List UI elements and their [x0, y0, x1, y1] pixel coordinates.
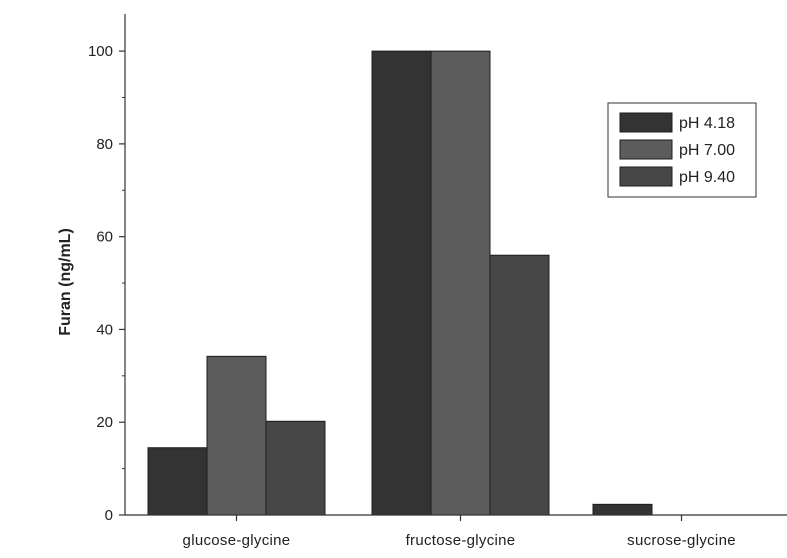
- x-categories-layer: glucose-glycine fructose-glycine sucrose-g…: [183, 515, 736, 549]
- legend: pH 4.18 pH 7.00 pH 9.40: [607, 102, 757, 198]
- legend-items: pH 4.18 pH 7.00 pH 9.40: [619, 112, 735, 187]
- y-tick-label: 40: [96, 321, 113, 338]
- y-tick-label: 100: [88, 43, 113, 60]
- x-category-label: sucrose-glycine: [627, 532, 736, 549]
- x-category-label: fructose-glycine: [406, 532, 516, 549]
- bar-1-1: [147, 447, 208, 516]
- legend-label-1: pH 4.18: [679, 115, 735, 132]
- y-tick-label: 0: [105, 507, 113, 524]
- legend-swatch-2: [619, 139, 673, 160]
- legend-label-2: pH 7.00: [679, 142, 735, 159]
- bar-2-1: [371, 50, 432, 516]
- bars-layer: [147, 50, 653, 516]
- y-ticks-layer: 0 20 40 60 80 100: [88, 43, 125, 524]
- y-tick-label: 60: [96, 229, 113, 246]
- legend-label-3: pH 9.40: [679, 169, 735, 186]
- bar-1-3: [265, 420, 326, 516]
- y-tick-label: 80: [96, 136, 113, 153]
- x-category-label: glucose-glycine: [183, 532, 291, 549]
- y-axis-title: Furan (ng/mL): [57, 228, 74, 336]
- bar-3-1: [592, 503, 653, 516]
- legend-swatch-3: [619, 166, 673, 187]
- bar-2-3: [489, 254, 550, 516]
- bar-2-2: [430, 50, 491, 516]
- bar-1-2: [206, 355, 267, 516]
- y-tick-label: 20: [96, 414, 113, 431]
- legend-swatch-1: [619, 112, 673, 133]
